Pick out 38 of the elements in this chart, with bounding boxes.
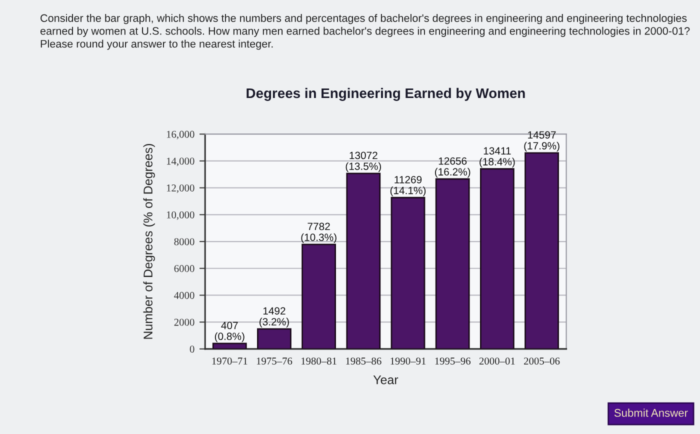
- y-tick-label: 6000: [174, 265, 194, 272]
- x-tick-label: 1995–96: [435, 358, 471, 365]
- chart-title: Degrees in Engineering Earned by Women: [246, 88, 525, 101]
- bar: [212, 342, 247, 349]
- data-label: 14597 (17.9%): [524, 131, 560, 152]
- data-label: 7782 (10.3%): [301, 222, 336, 244]
- bar: [480, 168, 514, 349]
- data-label: 407 (0.8%): [214, 322, 244, 342]
- bar: [346, 172, 381, 349]
- bar: [257, 328, 292, 349]
- x-tick-label: 1975–76: [256, 358, 292, 365]
- y-tick-label: 16,000: [166, 130, 194, 140]
- x-tick-label: 2005–06: [524, 358, 560, 365]
- y-tick-label: 10,000: [166, 211, 194, 220]
- y-tick-label: 2000: [174, 318, 194, 326]
- y-tick-label: 12,000: [166, 184, 194, 194]
- x-tick-label: 1985–86: [346, 358, 382, 365]
- data-label: 13072 (13.5%): [346, 152, 381, 172]
- y-tick-label: 8000: [174, 238, 194, 246]
- bar: [524, 152, 559, 349]
- data-label: 1492 (3.2%): [260, 307, 289, 328]
- bar: [435, 178, 470, 349]
- data-label: 11269 (14.1%): [390, 176, 426, 196]
- y-tick-label: 0: [190, 346, 194, 353]
- y-tick-label: 4000: [174, 292, 194, 299]
- data-label: 12656 (16.2%): [435, 157, 470, 178]
- text: Submit Answer: [614, 408, 688, 417]
- x-tick-label: 1990–91: [390, 358, 426, 365]
- y-tick-label: 14,000: [166, 158, 194, 166]
- x-tick-label: 1980–81: [302, 358, 336, 365]
- text: Consider the bar graph, which shows the numbers and percentages of bachelor's degrees in engineering and engineering technologies earned by women at U.S. schools. How many men earned bachelor's degrees in engineering and engineering technologies in 2000-01? Please round your answer to the nearest integer.: [40, 14, 690, 50]
- bar: [390, 196, 426, 349]
- x-tick-label: 2000–01: [479, 358, 515, 365]
- y-axis-title: Number of Degrees (% of Degrees): [143, 144, 155, 339]
- x-axis-title: Year: [373, 376, 398, 384]
- x-tick-label: 1970–71: [212, 358, 248, 365]
- data-label: 13411 (18.4%): [480, 147, 515, 168]
- bar: [302, 244, 336, 349]
